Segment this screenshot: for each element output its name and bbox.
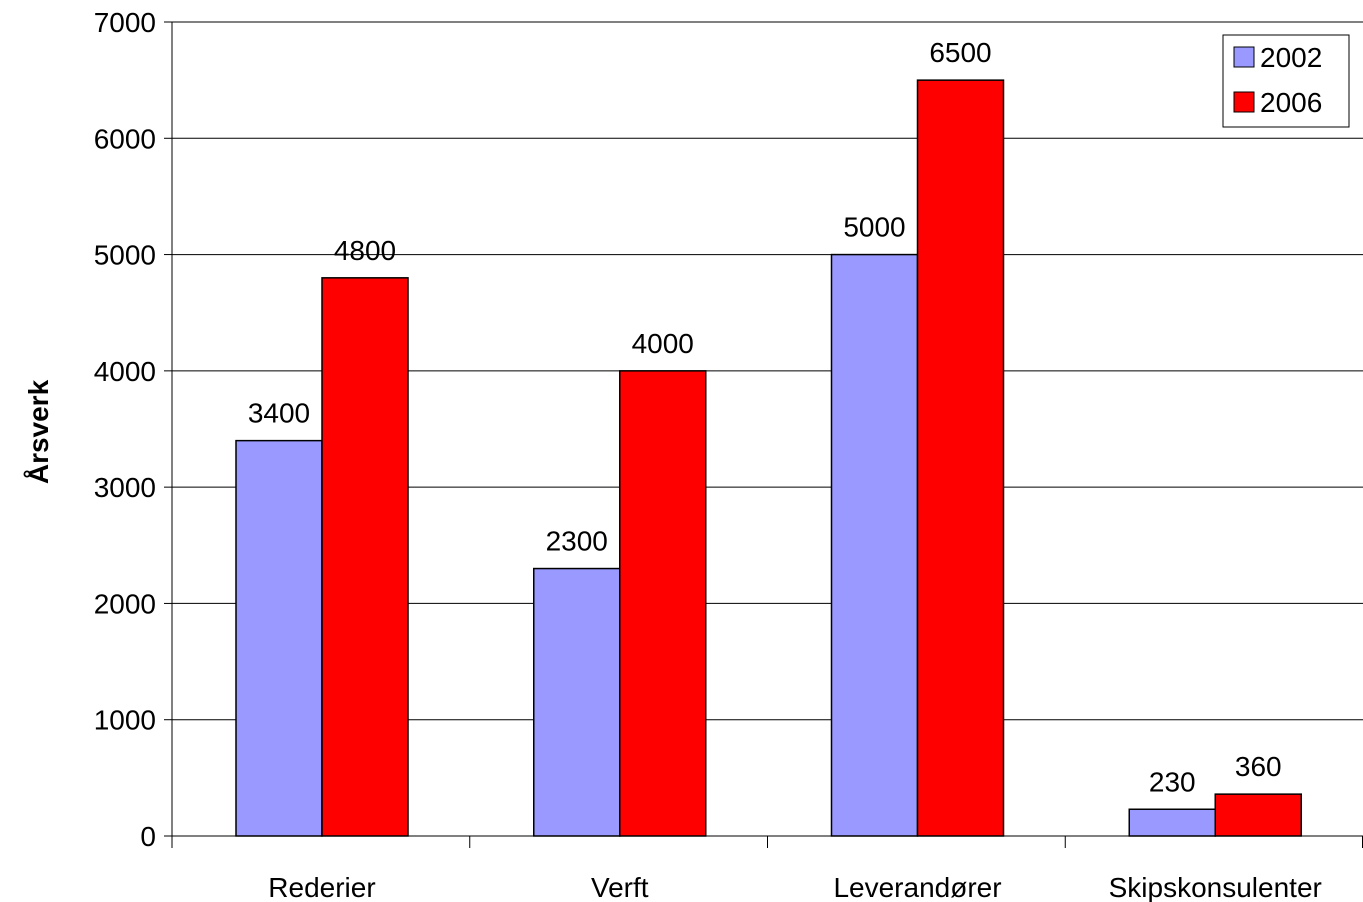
y-tick-label: 2000 xyxy=(94,588,156,619)
y-tick-label: 7000 xyxy=(94,7,156,38)
bar-2002-skipskonsulenter xyxy=(1128,808,1216,837)
y-tick-label: 5000 xyxy=(94,240,156,271)
x-tick-label: Leverandører xyxy=(833,872,1001,902)
data-label: 4000 xyxy=(632,328,694,359)
legend: 2002 2006 xyxy=(1222,34,1350,128)
bar-2002-leverandører xyxy=(830,253,919,837)
labels: 0 1000 2000 3000 4000 5000 6000 7000 3400 4800 Red… xyxy=(94,7,1322,902)
y-tick-label: 6000 xyxy=(94,123,156,154)
legend-swatch-2006 xyxy=(1233,91,1255,113)
x-tick-label: Skipskonsulenter xyxy=(1109,872,1322,902)
y-tick-label: 1000 xyxy=(94,705,156,736)
bar-2006-rederier xyxy=(321,277,409,837)
data-label: 230 xyxy=(1149,766,1196,797)
data-label: 4800 xyxy=(334,235,396,266)
legend-label-2006: 2006 xyxy=(1260,87,1322,118)
bar-2002-verft xyxy=(533,567,621,837)
y-axis-label: Årsverk xyxy=(23,379,54,484)
bar-2006-skipskonsulenter xyxy=(1214,793,1302,837)
bar-2006-verft xyxy=(619,370,707,837)
y-tick-label: 3000 xyxy=(94,472,156,503)
bar-2002-rederier xyxy=(235,439,323,837)
data-label: 5000 xyxy=(843,212,905,243)
y-tick-label: 0 xyxy=(140,821,156,852)
bar-2006-leverandører xyxy=(916,79,1005,837)
legend-label-2002: 2002 xyxy=(1260,42,1322,73)
x-tick-label: Rederier xyxy=(268,872,375,902)
data-label: 3400 xyxy=(248,398,310,429)
data-label: 6500 xyxy=(929,37,991,68)
x-tick-label: Verft xyxy=(591,872,649,902)
legend-swatch-2002 xyxy=(1233,46,1255,68)
y-tick-label: 4000 xyxy=(94,356,156,387)
bars xyxy=(235,79,1302,837)
data-label: 2300 xyxy=(546,526,608,557)
data-label: 360 xyxy=(1235,751,1282,782)
axes xyxy=(164,21,1363,848)
